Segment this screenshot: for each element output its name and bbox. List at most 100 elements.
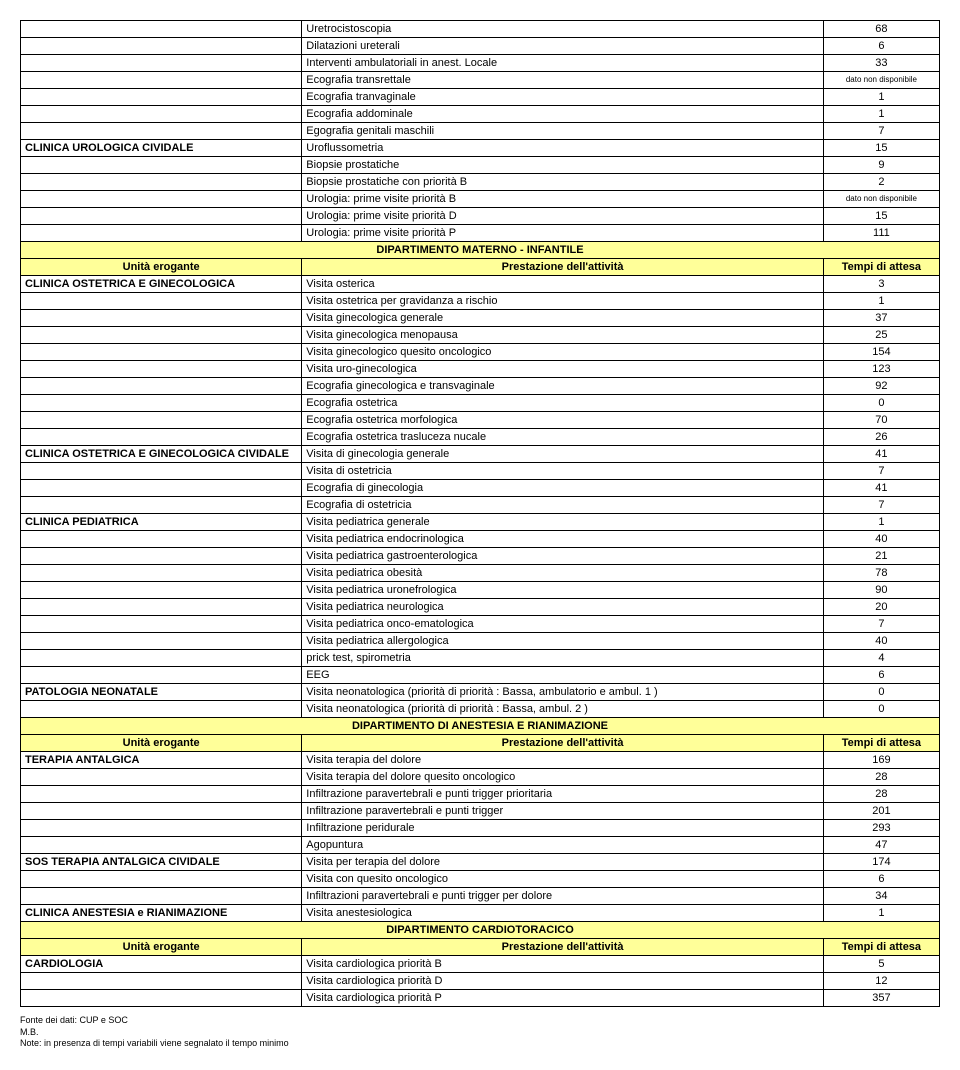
unit-cell: TERAPIA ANTALGICA (21, 752, 302, 769)
prestazione-cell: Infiltrazioni paravertebrali e punti tri… (302, 888, 824, 905)
tempo-cell: 7 (823, 616, 939, 633)
unit-cell (21, 344, 302, 361)
header-tempi: Tempi di attesa (823, 939, 939, 956)
department-header: DIPARTIMENTO CARDIOTORACICO (21, 922, 940, 939)
tempo-cell: 68 (823, 21, 939, 38)
unit-cell (21, 820, 302, 837)
footer-line-2: M.B. (20, 1027, 940, 1039)
table-row: Visita ginecologica menopausa25 (21, 327, 940, 344)
tempo-cell: 1 (823, 106, 939, 123)
unit-cell (21, 701, 302, 718)
tempo-cell: 7 (823, 497, 939, 514)
table-row: Infiltrazioni paravertebrali e punti tri… (21, 888, 940, 905)
unit-cell: CLINICA OSTETRICA E GINECOLOGICA CIVIDAL… (21, 446, 302, 463)
department-header: DIPARTIMENTO DI ANESTESIA E RIANIMAZIONE (21, 718, 940, 735)
prestazione-cell: Urologia: prime visite priorità D (302, 208, 824, 225)
unit-cell (21, 973, 302, 990)
unit-cell (21, 599, 302, 616)
department-title: DIPARTIMENTO DI ANESTESIA E RIANIMAZIONE (21, 718, 940, 735)
tempo-cell: 47 (823, 837, 939, 854)
table-row: TERAPIA ANTALGICAVisita terapia del dolo… (21, 752, 940, 769)
unit-cell (21, 225, 302, 242)
prestazione-cell: Visita ginecologica generale (302, 310, 824, 327)
unit-cell (21, 582, 302, 599)
unit-cell (21, 89, 302, 106)
table-row: Ecografia di ostetricia7 (21, 497, 940, 514)
prestazione-cell: Visita cardiologica priorità B (302, 956, 824, 973)
unit-cell (21, 531, 302, 548)
tempo-cell: 1 (823, 905, 939, 922)
tempo-cell: 28 (823, 786, 939, 803)
table-row: Visita cardiologica priorità D12 (21, 973, 940, 990)
tempo-cell: 5 (823, 956, 939, 973)
unit-cell (21, 769, 302, 786)
tempo-cell: 0 (823, 701, 939, 718)
table-row: Infiltrazione peridurale293 (21, 820, 940, 837)
unit-cell (21, 72, 302, 89)
table-row: Visita terapia del dolore quesito oncolo… (21, 769, 940, 786)
prestazione-cell: Visita ostetrica per gravidanza a rischi… (302, 293, 824, 310)
unit-cell (21, 616, 302, 633)
prestazione-cell: Visita ginecologica menopausa (302, 327, 824, 344)
table-row: SOS TERAPIA ANTALGICA CIVIDALEVisita per… (21, 854, 940, 871)
tempo-cell: 1 (823, 514, 939, 531)
unit-cell (21, 395, 302, 412)
unit-cell (21, 497, 302, 514)
tempo-cell: 123 (823, 361, 939, 378)
tempo-cell: 21 (823, 548, 939, 565)
unit-cell (21, 633, 302, 650)
tempo-cell: 78 (823, 565, 939, 582)
table-row: Ecografia ostetrica trasluceza nucale26 (21, 429, 940, 446)
unit-cell (21, 667, 302, 684)
prestazione-cell: Visita pediatrica endocrinologica (302, 531, 824, 548)
table-row: Visita cardiologica priorità P357 (21, 990, 940, 1007)
table-row: Ecografia ostetrica0 (21, 395, 940, 412)
unit-cell: CLINICA OSTETRICA E GINECOLOGICA (21, 276, 302, 293)
unit-cell (21, 310, 302, 327)
prestazione-cell: Visita pediatrica obesità (302, 565, 824, 582)
prestazione-cell: Ecografia ostetrica trasluceza nucale (302, 429, 824, 446)
table-row: Interventi ambulatoriali in anest. Local… (21, 55, 940, 72)
prestazione-cell: Infiltrazione paravertebrali e punti tri… (302, 803, 824, 820)
prestazione-cell: Urologia: prime visite priorità B (302, 191, 824, 208)
tempo-cell: 6 (823, 38, 939, 55)
tempo-cell: 2 (823, 174, 939, 191)
header-prestazione: Prestazione dell'attività (302, 939, 824, 956)
table-row: Urologia: prime visite priorità P111 (21, 225, 940, 242)
prestazione-cell: Interventi ambulatoriali in anest. Local… (302, 55, 824, 72)
tempo-cell: 174 (823, 854, 939, 871)
tempo-cell: 25 (823, 327, 939, 344)
prestazione-cell: Visita neonatologica (priorità di priori… (302, 701, 824, 718)
column-headers: Unità erogantePrestazione dell'attivitàT… (21, 259, 940, 276)
footer-line-3: Note: in presenza di tempi variabili vie… (20, 1038, 940, 1050)
prestazione-cell: Uretrocistoscopia (302, 21, 824, 38)
tempo-cell: 92 (823, 378, 939, 395)
tempo-cell: 4 (823, 650, 939, 667)
column-headers: Unità erogantePrestazione dell'attivitàT… (21, 735, 940, 752)
prestazione-cell: prick test, spirometria (302, 650, 824, 667)
prestazione-cell: Visita pediatrica uronefrologica (302, 582, 824, 599)
table-row: CARDIOLOGIAVisita cardiologica priorità … (21, 956, 940, 973)
table-row: prick test, spirometria4 (21, 650, 940, 667)
prestazione-cell: Urologia: prime visite priorità P (302, 225, 824, 242)
prestazione-cell: Ecografia addominale (302, 106, 824, 123)
unit-cell: SOS TERAPIA ANTALGICA CIVIDALE (21, 854, 302, 871)
prestazione-cell: Infiltrazione paravertebrali e punti tri… (302, 786, 824, 803)
tempo-cell: 15 (823, 140, 939, 157)
tempo-cell: 90 (823, 582, 939, 599)
table-row: Visita uro-ginecologica123 (21, 361, 940, 378)
prestazione-cell: Ecografia ostetrica (302, 395, 824, 412)
prestazione-cell: Visita terapia del dolore quesito oncolo… (302, 769, 824, 786)
prestazione-cell: Visita di ostetricia (302, 463, 824, 480)
tempo-cell: 3 (823, 276, 939, 293)
prestazione-cell: Ecografia ostetrica morfologica (302, 412, 824, 429)
tempo-cell: dato non disponibile (823, 72, 939, 89)
prestazione-cell: Ecografia di ginecologia (302, 480, 824, 497)
unit-cell (21, 327, 302, 344)
tempo-cell: 9 (823, 157, 939, 174)
unit-cell (21, 480, 302, 497)
unit-cell: CLINICA PEDIATRICA (21, 514, 302, 531)
department-title: DIPARTIMENTO CARDIOTORACICO (21, 922, 940, 939)
table-row: Visita neonatologica (priorità di priori… (21, 701, 940, 718)
tempo-cell: 111 (823, 225, 939, 242)
